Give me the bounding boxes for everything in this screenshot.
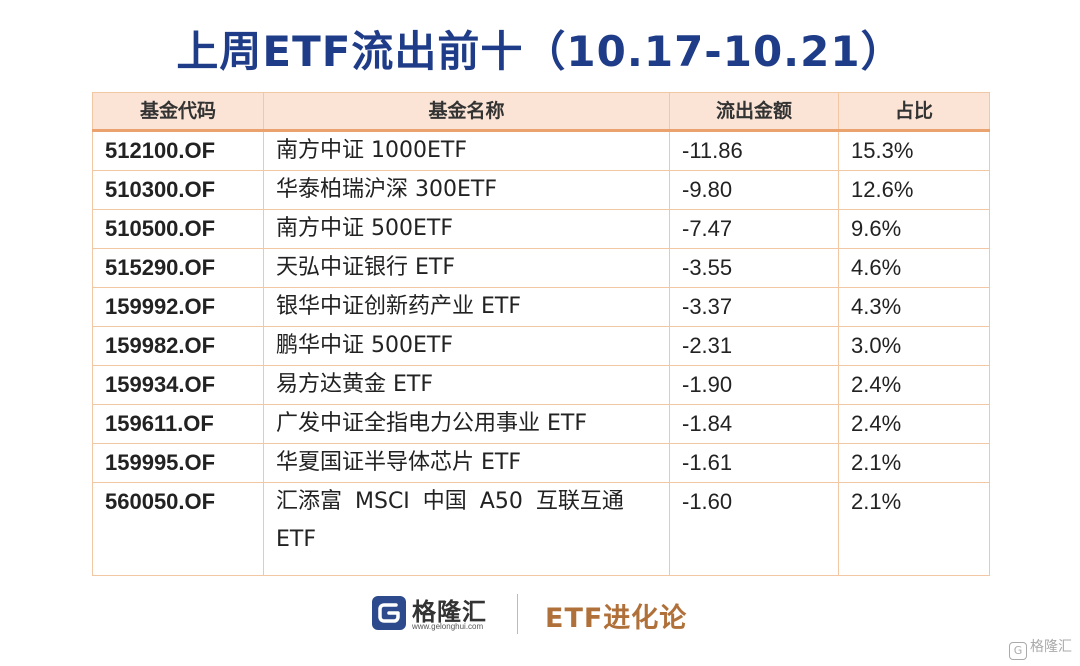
fund-code: 510300.OF bbox=[92, 170, 264, 210]
page-title: 上周ETF流出前十（10.17-10.21） bbox=[176, 27, 904, 76]
fund-name: 南方中证 1000ETF bbox=[263, 130, 670, 171]
fund-code: 560050.OF bbox=[92, 482, 264, 576]
table-row: 510300.OF 华泰柏瑞沪深 300ETF -9.80 12.6% bbox=[92, 170, 990, 210]
fund-name: 华夏国证半导体芯片 ETF bbox=[263, 443, 670, 483]
outflow-amount: -9.80 bbox=[669, 170, 839, 210]
table-row: 560050.OF 汇添富 MSCI 中国 A50 互联互通 ETF -1.60… bbox=[92, 482, 990, 576]
logo-name: 格隆汇 bbox=[412, 598, 487, 626]
outflow-amount: -2.31 bbox=[669, 326, 839, 366]
outflow-share: 2.4% bbox=[838, 404, 990, 444]
outflow-share: 9.6% bbox=[838, 209, 990, 249]
outflow-share: 2.4% bbox=[838, 365, 990, 405]
header-code: 基金代码 bbox=[92, 92, 264, 132]
table-row: 159611.OF 广发中证全指电力公用事业 ETF -1.84 2.4% bbox=[92, 404, 990, 444]
fund-name: 鹏华中证 500ETF bbox=[263, 326, 670, 366]
logo-url: www.gelonghui.com bbox=[412, 622, 484, 631]
table-row: 159934.OF 易方达黄金 ETF -1.90 2.4% bbox=[92, 365, 990, 405]
outflow-amount: -1.84 bbox=[669, 404, 839, 444]
outflow-share: 3.0% bbox=[838, 326, 990, 366]
fund-code: 159982.OF bbox=[92, 326, 264, 366]
gelonghui-logo-icon bbox=[372, 596, 406, 630]
table-row: 159995.OF 华夏国证半导体芯片 ETF -1.61 2.1% bbox=[92, 443, 990, 483]
fund-name: 天弘中证银行 ETF bbox=[263, 248, 670, 288]
outflow-share: 15.3% bbox=[838, 130, 990, 171]
header-name: 基金名称 bbox=[263, 92, 670, 132]
fund-code: 159995.OF bbox=[92, 443, 264, 483]
fund-code: 159611.OF bbox=[92, 404, 264, 444]
table-row: 510500.OF 南方中证 500ETF -7.47 9.6% bbox=[92, 209, 990, 249]
outflow-amount: -1.90 bbox=[669, 365, 839, 405]
brand-name: ETF进化论 bbox=[545, 603, 688, 634]
outflow-amount: -3.37 bbox=[669, 287, 839, 327]
fund-name: 银华中证创新药产业 ETF bbox=[263, 287, 670, 327]
outflow-amount: -3.55 bbox=[669, 248, 839, 288]
outflow-amount: -11.86 bbox=[669, 130, 839, 171]
header-outflow: 流出金额 bbox=[669, 92, 839, 132]
outflow-amount: -7.47 bbox=[669, 209, 839, 249]
fund-name: 汇添富 MSCI 中国 A50 互联互通 ETF bbox=[263, 482, 670, 576]
fund-name: 南方中证 500ETF bbox=[263, 209, 670, 249]
fund-code: 512100.OF bbox=[92, 130, 264, 171]
fund-code: 510500.OF bbox=[92, 209, 264, 249]
etf-outflow-table: 基金代码 基金名称 流出金额 占比 512100.OF 南方中证 1000ETF… bbox=[92, 92, 990, 576]
fund-name: 华泰柏瑞沪深 300ETF bbox=[263, 170, 670, 210]
outflow-amount: -1.60 bbox=[669, 482, 839, 576]
outflow-share: 2.1% bbox=[838, 443, 990, 483]
fund-name: 易方达黄金 ETF bbox=[263, 365, 670, 405]
outflow-share: 12.6% bbox=[838, 170, 990, 210]
footer-divider bbox=[517, 594, 518, 634]
fund-code: 515290.OF bbox=[92, 248, 264, 288]
fund-name: 广发中证全指电力公用事业 ETF bbox=[263, 404, 670, 444]
table-row: 512100.OF 南方中证 1000ETF -11.86 15.3% bbox=[92, 130, 990, 171]
outflow-amount: -1.61 bbox=[669, 443, 839, 483]
watermark-text: 格隆汇 bbox=[1030, 639, 1072, 655]
watermark-logo-icon: G bbox=[1009, 642, 1027, 660]
fund-code: 159992.OF bbox=[92, 287, 264, 327]
outflow-share: 4.3% bbox=[838, 287, 990, 327]
outflow-share: 4.6% bbox=[838, 248, 990, 288]
fund-code: 159934.OF bbox=[92, 365, 264, 405]
table-row: 159992.OF 银华中证创新药产业 ETF -3.37 4.3% bbox=[92, 287, 990, 327]
table-header-row: 基金代码 基金名称 流出金额 占比 bbox=[92, 92, 990, 132]
watermark: G 格隆汇 bbox=[1009, 636, 1072, 660]
header-share: 占比 bbox=[838, 92, 990, 132]
table-row: 515290.OF 天弘中证银行 ETF -3.55 4.6% bbox=[92, 248, 990, 288]
table-row: 159982.OF 鹏华中证 500ETF -2.31 3.0% bbox=[92, 326, 990, 366]
footer: 格隆汇 www.gelonghui.com ETF进化论 bbox=[0, 592, 1080, 636]
outflow-share: 2.1% bbox=[838, 482, 990, 576]
